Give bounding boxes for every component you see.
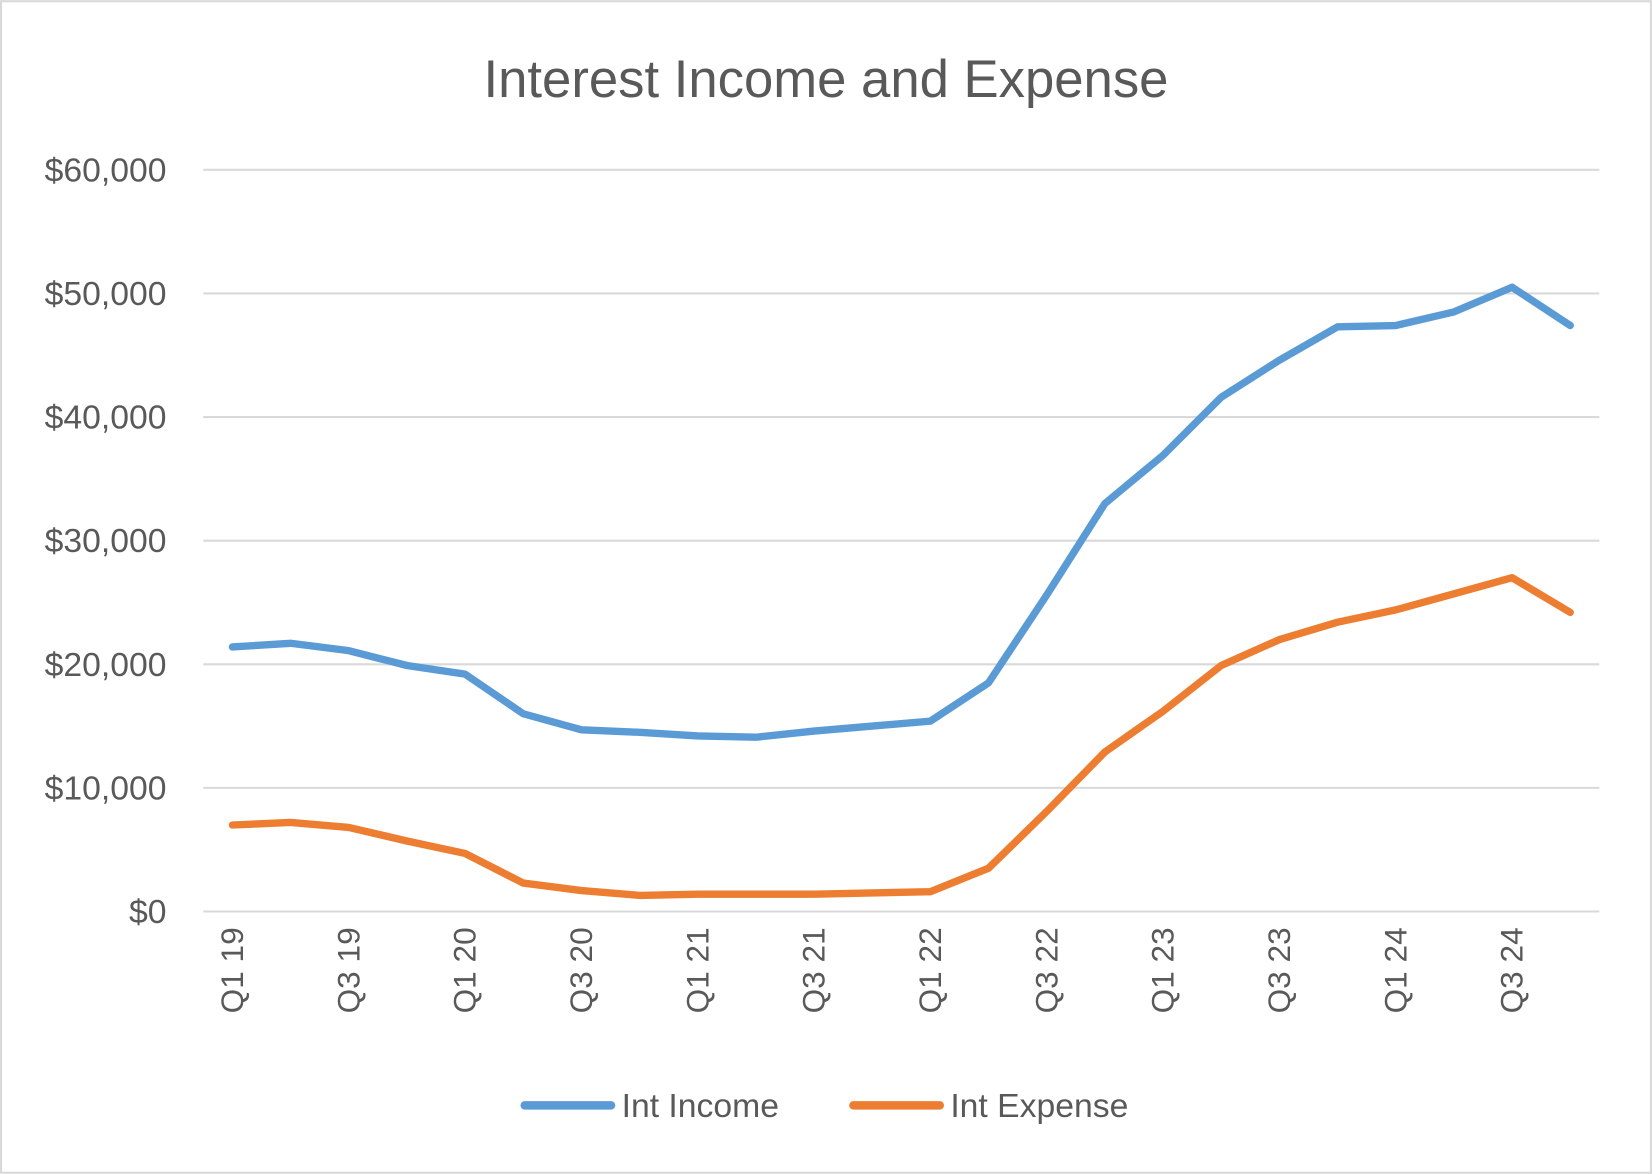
y-tick-label: $50,000: [45, 275, 167, 313]
y-tick-label: $10,000: [45, 769, 167, 807]
x-tick-label: Q3 24: [1494, 927, 1530, 1013]
x-tick-label: Q1 24: [1377, 927, 1413, 1013]
gridlines: [203, 168, 1600, 913]
x-tick-label: Q3 23: [1261, 927, 1297, 1013]
y-tick-label: $30,000: [45, 522, 167, 560]
x-tick-label: Q3 22: [1028, 927, 1064, 1013]
series-line-int-expense: [228, 574, 1574, 900]
legend-label-int-income: Int Income: [622, 1087, 779, 1125]
y-tick-label: $20,000: [45, 646, 167, 684]
x-tick-label: Q1 22: [912, 927, 948, 1013]
x-tick-label: Q3 19: [330, 927, 366, 1013]
x-axis-ticks: Q1 19 Q3 19 Q1 20 Q3 20 Q1 21 Q3 21 Q1 22 Q3 22…: [214, 927, 1530, 1013]
x-tick-label: Q1 19: [214, 927, 250, 1013]
x-tick-label: Q1 20: [447, 927, 483, 1013]
y-tick-label: $0: [129, 893, 166, 931]
y-tick-label: $40,000: [45, 399, 167, 437]
legend: Int Income Int Expense: [520, 1087, 1128, 1125]
y-axis-ticks: $0 $10,000 $20,000 $30,000 $40,000 $50,000 $60…: [45, 151, 167, 931]
series-lines: [228, 283, 1574, 900]
legend-label-int-expense: Int Expense: [950, 1087, 1128, 1125]
x-tick-label: Q3 21: [796, 927, 832, 1013]
series-line-int-income: [228, 283, 1574, 741]
x-tick-label: Q1 23: [1145, 927, 1181, 1013]
x-tick-label: Q3 20: [563, 927, 599, 1013]
chart-title: Interest Income and Expense: [484, 50, 1169, 109]
x-tick-label: Q1 21: [679, 927, 715, 1013]
y-tick-label: $60,000: [45, 151, 167, 189]
